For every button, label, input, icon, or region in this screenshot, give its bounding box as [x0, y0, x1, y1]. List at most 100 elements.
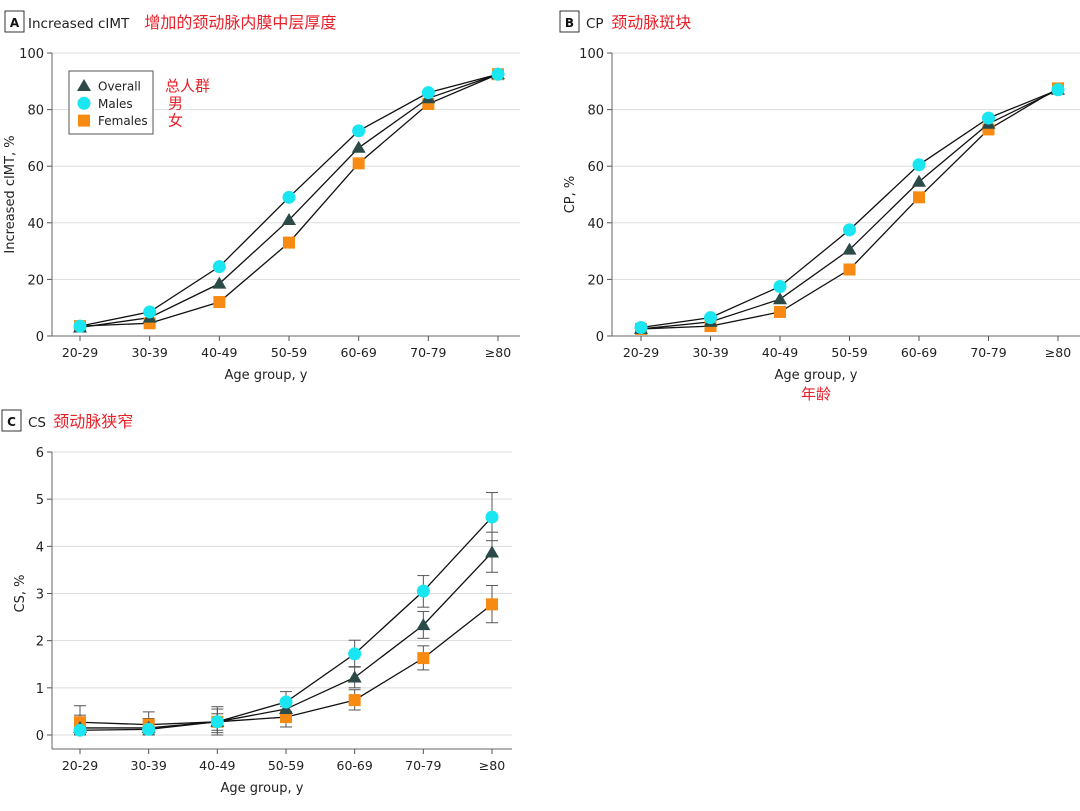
legend-note: 女: [168, 112, 183, 130]
data-point-overall: [282, 212, 296, 225]
data-point-males: [416, 584, 430, 598]
legend-note: 总人群: [165, 77, 210, 95]
legend-label: Males: [98, 97, 133, 111]
x-tick-label: 30-39: [132, 345, 168, 360]
data-point-males: [352, 124, 366, 138]
panel-label: C: [7, 415, 16, 429]
data-point-females: [417, 652, 430, 665]
data-point-males: [634, 321, 648, 335]
data-point-males: [279, 695, 293, 709]
y-tick-label: 3: [36, 588, 44, 603]
data-point-males: [73, 723, 87, 737]
y-tick-label: 40: [587, 217, 604, 232]
y-tick-label: 80: [587, 104, 604, 119]
y-tick-label: 80: [27, 104, 44, 119]
panel-title: CS: [28, 415, 46, 431]
data-point-males: [773, 279, 787, 293]
data-point-males: [142, 722, 156, 736]
legend-label: Females: [98, 114, 148, 128]
data-point-males: [485, 510, 499, 524]
x-tick-label: 30-39: [692, 345, 728, 360]
data-point-females: [352, 157, 365, 170]
panel-label-box: [4, 10, 25, 33]
data-point-females: [774, 305, 786, 318]
y-axis-label: Increased cIMT, %: [3, 135, 18, 253]
panel-title: CP: [586, 16, 604, 32]
y-tick-label: 5: [36, 493, 44, 508]
data-point-females: [843, 263, 856, 276]
x-tick-label: 70-79: [970, 345, 1006, 360]
x-tick-label: 30-39: [131, 758, 167, 773]
y-tick-label: 0: [36, 330, 44, 345]
data-point-males: [210, 715, 224, 729]
data-point-males: [73, 319, 87, 333]
legend: Overall 总人群 Males 男 Females 女: [68, 70, 210, 135]
legend-label: Overall: [98, 80, 141, 94]
data-point-males: [421, 86, 435, 100]
x-tick-label: 70-79: [405, 758, 441, 773]
x-axis-label: Age group, y: [775, 368, 858, 383]
data-point-males: [212, 260, 226, 274]
data-point-males: [982, 111, 995, 125]
data-point-females: [283, 236, 295, 249]
y-tick-label: 20: [587, 273, 604, 288]
x-tick-label: ≥80: [1045, 345, 1071, 360]
panel-title-note: 颈动脉斑块: [611, 13, 691, 32]
data-point-males: [348, 647, 362, 661]
data-point-overall: [912, 174, 926, 187]
panel-a: A Increased cIMT 增加的颈动脉内膜中层厚度 0 20 40 60 80 100 2…: [3, 10, 520, 383]
y-tick-label: 4: [36, 540, 44, 555]
x-tick-label: ≥80: [479, 758, 505, 773]
y-tick-label: 6: [36, 446, 44, 461]
x-tick-label: 20-29: [623, 345, 659, 360]
y-axis-label: CP, %: [563, 176, 578, 214]
y-tick-label: 40: [27, 217, 44, 232]
data-point-females: [486, 598, 498, 611]
x-tick-label: 40-49: [762, 345, 798, 360]
data-point-overall: [351, 140, 366, 153]
x-tick-label: 60-69: [337, 758, 373, 773]
y-tick-label: 20: [27, 273, 44, 288]
data-point-males: [143, 305, 157, 319]
panel-b: B CP 颈动脉斑块 0 20 40 60 80 100 20-29 30-39 40-49 50-59…: [559, 10, 1080, 403]
x-tick-label: 40-49: [199, 758, 235, 773]
y-tick-label: 60: [587, 160, 604, 175]
data-point-males: [491, 67, 505, 81]
y-axis-label: CS, %: [13, 575, 28, 613]
x-axis-label-note: 年龄: [801, 385, 831, 403]
x-tick-label: 40-49: [201, 345, 237, 360]
x-tick-label: ≥80: [485, 345, 511, 360]
x-tick-label: 50-59: [831, 345, 867, 360]
data-point-males: [1051, 83, 1065, 97]
data-point-overall: [842, 242, 857, 255]
y-tick-label: 0: [36, 729, 44, 744]
legend-marker-females: [78, 114, 90, 127]
y-tick-label: 2: [36, 635, 44, 650]
panel-label-box: [1, 409, 22, 432]
panel-title-note: 颈动脉狭窄: [53, 412, 133, 431]
data-point-overall: [347, 670, 362, 683]
data-point-overall: [212, 276, 227, 289]
data-point-males: [282, 190, 296, 204]
x-tick-label: 50-59: [271, 345, 307, 360]
data-point-females: [913, 191, 925, 204]
data-point-males: [704, 311, 717, 325]
data-point-overall: [416, 618, 431, 631]
data-point-females: [213, 296, 226, 309]
x-tick-label: 60-69: [901, 345, 937, 360]
x-tick-label: 20-29: [62, 345, 98, 360]
y-tick-label: 1: [36, 682, 44, 697]
data-point-females: [348, 694, 361, 707]
legend-marker-overall: [77, 79, 91, 91]
data-point-overall: [773, 292, 787, 305]
data-point-males: [912, 158, 926, 172]
y-tick-label: 0: [596, 330, 604, 345]
legend-marker-males: [77, 96, 91, 110]
data-point-females: [280, 711, 292, 724]
series-line-females: [640, 87, 1059, 330]
x-tick-label: 50-59: [268, 758, 304, 773]
y-tick-label: 100: [19, 47, 44, 62]
panel-label-box: [559, 10, 580, 33]
x-tick-label: 60-69: [341, 345, 377, 360]
